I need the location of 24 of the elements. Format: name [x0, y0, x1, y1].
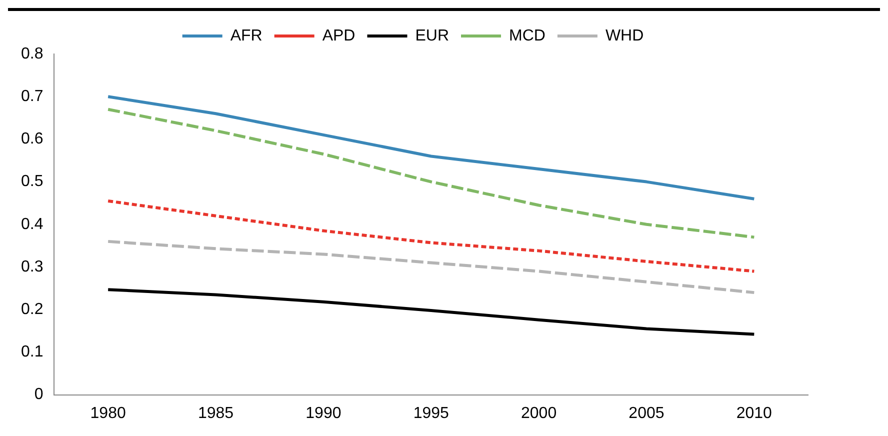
- legend-label: AFR: [230, 27, 262, 44]
- y-tick-label: 0.5: [20, 173, 44, 190]
- y-tick-label: 0.4: [20, 216, 44, 233]
- x-tick-label: 2010: [736, 404, 772, 422]
- line-series: [106, 108, 756, 239]
- x-tick-label: 1990: [306, 404, 342, 422]
- y-tick-label: 0.6: [20, 130, 44, 148]
- y-tick-label: 0.3: [20, 258, 44, 276]
- x-tick-label: 2005: [628, 404, 664, 422]
- y-tick-label: 0: [34, 386, 44, 404]
- line-series: [106, 199, 756, 273]
- legend-label: MCD: [509, 27, 546, 44]
- y-tick-label: 0.8: [20, 45, 44, 62]
- y-tick-label: 0.7: [20, 88, 44, 106]
- x-tick-label: 1995: [413, 404, 450, 422]
- x-tick-label: 1985: [198, 404, 234, 422]
- legend-label: EUR: [415, 27, 450, 44]
- y-tick-label: 0.2: [20, 301, 44, 318]
- line-series: [106, 240, 756, 294]
- legend-label: APD: [322, 27, 356, 44]
- y-tick-label: 0.1: [20, 344, 44, 361]
- x-tick-label: 2000: [521, 404, 557, 422]
- legend-label: WHD: [605, 27, 644, 44]
- x-tick-label: 1980: [90, 404, 126, 422]
